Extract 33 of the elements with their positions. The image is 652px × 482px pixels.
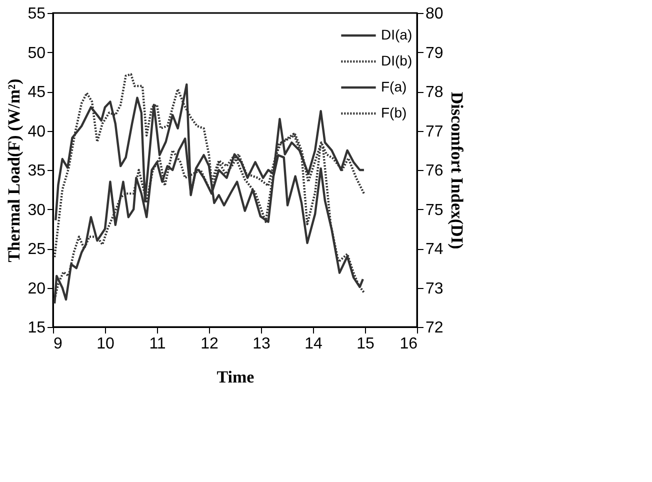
- y2-axis-title: Discomfort Index(DI): [447, 92, 466, 250]
- x-tick-label: 11: [149, 336, 166, 352]
- y-tick-label: 35: [28, 162, 46, 180]
- x-tick-label: 14: [304, 336, 322, 352]
- y-axis-title: Thermal Load(F) (W/m²): [4, 78, 24, 262]
- y2-tick-label: 74: [426, 241, 444, 258]
- x-tick-label: 10: [96, 336, 114, 352]
- legend-label: F(b): [381, 104, 407, 120]
- y-tick-label: 50: [28, 44, 46, 62]
- y-tick-label: 45: [28, 84, 46, 101]
- y2-tick-label: 78: [426, 84, 444, 101]
- x-tick-label: 16: [400, 336, 418, 352]
- y2-tick-label: 79: [426, 44, 444, 62]
- legend-label: DI(a): [381, 26, 412, 42]
- y2-tick-label: 76: [426, 162, 444, 180]
- y2-tick-label: 77: [426, 123, 444, 140]
- y2-tick-label: 80: [426, 6, 444, 22]
- x-tick-label: 13: [252, 336, 270, 352]
- y-tick-label: 55: [28, 6, 46, 22]
- y-tick-label: 15: [28, 320, 46, 336]
- y-tick-label: 30: [28, 202, 46, 219]
- y2-tick-label: 72: [426, 320, 444, 336]
- y2-tick-label: 73: [426, 280, 444, 298]
- x-tick-label: 9: [54, 336, 62, 352]
- y-tick-label: 20: [28, 280, 46, 298]
- x-axis-title: Time: [216, 368, 255, 386]
- y2-tick-label: 75: [426, 202, 444, 219]
- legend-label: DI(b): [381, 52, 412, 68]
- legend-label: F(a): [381, 78, 407, 94]
- y-tick-label: 25: [28, 241, 46, 258]
- y-tick-label: 40: [28, 123, 46, 140]
- x-tick-label: 12: [200, 336, 218, 352]
- x-tick-label: 15: [356, 336, 374, 352]
